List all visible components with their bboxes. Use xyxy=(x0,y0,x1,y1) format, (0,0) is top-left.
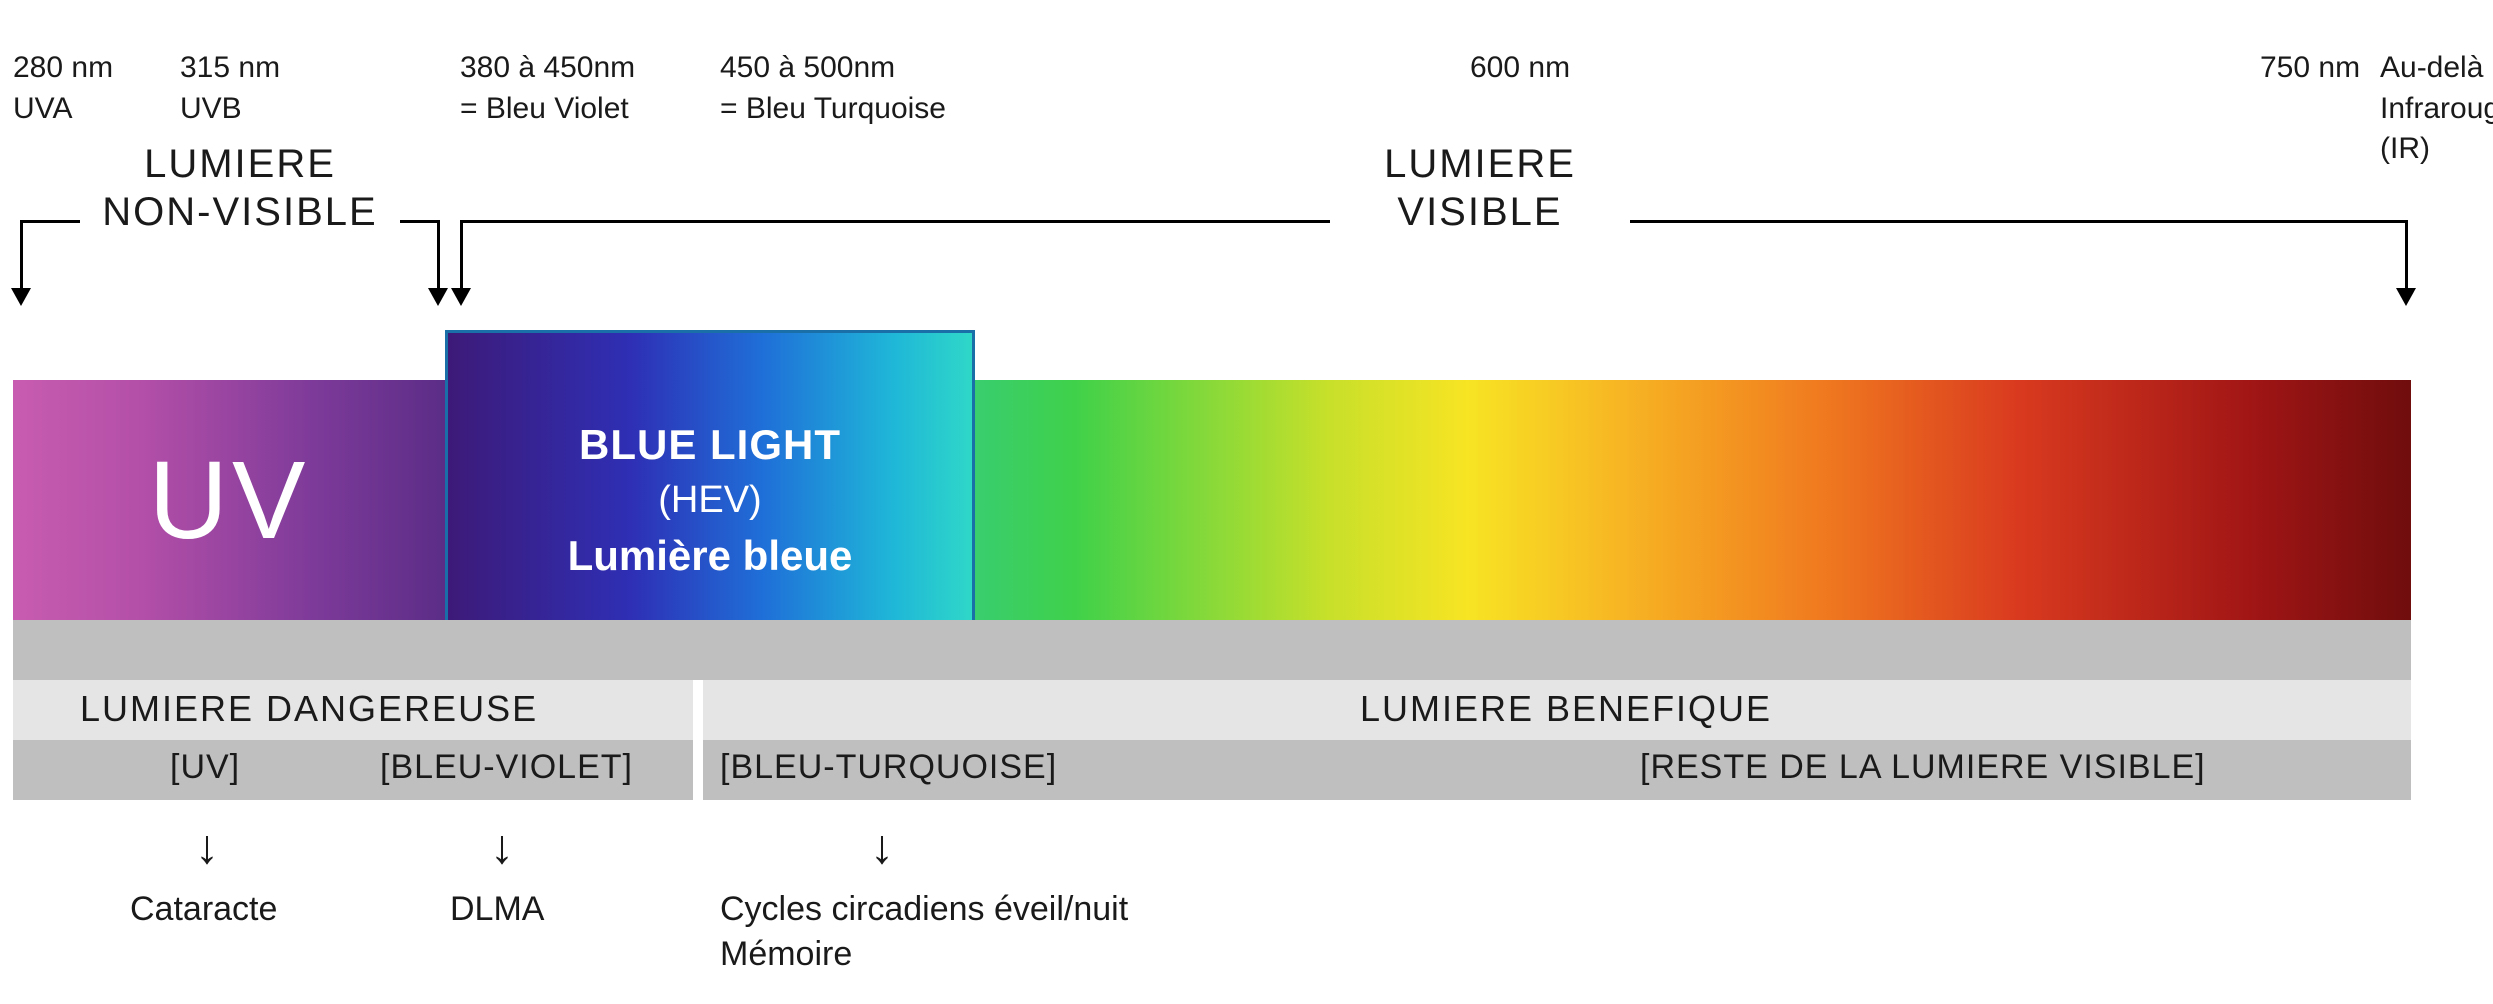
wl-280: 280 nm xyxy=(13,48,113,89)
blue-l1: BLUE LIGHT xyxy=(579,421,841,469)
bracket-nv-left xyxy=(20,220,80,223)
subcat-bt: [BLEU-TURQUOISE] xyxy=(720,748,1057,787)
wl-bv-name: = Bleu Violet xyxy=(460,89,635,130)
grey-strip-1 xyxy=(13,620,2411,680)
divider-danger-benef xyxy=(693,680,703,800)
bracket-nv-right xyxy=(400,220,440,223)
subcat-uv: [UV] xyxy=(170,748,240,787)
blue-l3: Lumière bleue xyxy=(568,532,853,580)
effect-dlma: DLMA xyxy=(450,890,544,929)
arrow-effect-dlma: ↓ xyxy=(490,820,514,875)
label-315nm: 315 nm UVB xyxy=(180,48,280,129)
range-non-visible: LUMIERE NON-VISIBLE xyxy=(80,140,400,236)
spectrum: UV BLUE LIGHT (HEV) Lumière bleue xyxy=(13,380,2411,620)
arrow-effect-cataracte: ↓ xyxy=(195,820,219,875)
bracket-v-vl xyxy=(460,220,463,290)
title-beneficial: LUMIERE BENEFIQUE xyxy=(1360,688,1772,730)
effect-circ1: Cycles circadiens éveil/nuit xyxy=(720,890,1128,929)
label-bleu-violet: 380 à 450nm = Bleu Violet xyxy=(460,48,635,129)
ir-l1: Au-delà : xyxy=(2380,48,2493,89)
uv-band-label: UV xyxy=(149,437,310,564)
subcat-rest: [RESTE DE LA LUMIERE VISIBLE] xyxy=(1640,748,2206,787)
label-bleu-turquoise: 450 à 500nm = Bleu Turquoise xyxy=(720,48,946,129)
bracket-nv-vl xyxy=(20,220,23,290)
title-dangerous: LUMIERE DANGEREUSE xyxy=(80,688,538,730)
label-280nm: 280 nm UVA xyxy=(13,48,113,129)
effect-cataracte: Cataracte xyxy=(130,890,277,929)
range-visible: LUMIERE VISIBLE xyxy=(1330,140,1630,236)
wl-uvb: UVB xyxy=(180,89,280,130)
arrow-v-right xyxy=(2396,288,2416,306)
bracket-v-left xyxy=(460,220,1330,223)
v-l1: LUMIERE xyxy=(1330,140,1630,188)
label-infrarouge: Au-delà : Infrarouge (IR) xyxy=(2380,48,2493,170)
subcat-bv: [BLEU-VIOLET] xyxy=(380,748,633,787)
wl-315: 315 nm xyxy=(180,48,280,89)
ir-l3: (IR) xyxy=(2380,129,2493,170)
label-600nm: 600 nm xyxy=(1470,48,1570,89)
wl-uva: UVA xyxy=(13,89,113,130)
blue-l2: (HEV) xyxy=(658,479,761,522)
bracket-v-vr xyxy=(2405,220,2408,290)
bracket-nv-vr xyxy=(437,220,440,290)
label-750nm: 750 nm xyxy=(2260,48,2360,89)
ir-l2: Infrarouge xyxy=(2380,89,2493,130)
wl-380-450: 380 à 450nm xyxy=(460,48,635,89)
v-l2: VISIBLE xyxy=(1330,188,1630,236)
arrow-nv-right xyxy=(428,288,448,306)
wl-450-500: 450 à 500nm xyxy=(720,48,946,89)
wl-750: 750 nm xyxy=(2260,48,2360,89)
arrow-effect-circadien: ↓ xyxy=(870,820,894,875)
effect-circ2: Mémoire xyxy=(720,935,852,974)
uv-band: UV xyxy=(13,380,445,620)
wl-bt-name: = Bleu Turquoise xyxy=(720,89,946,130)
nv-l2: NON-VISIBLE xyxy=(80,188,400,236)
bracket-v-right xyxy=(1630,220,2408,223)
wl-600: 600 nm xyxy=(1470,48,1570,89)
arrow-nv-left xyxy=(11,288,31,306)
arrow-v-left xyxy=(451,288,471,306)
nv-l1: LUMIERE xyxy=(80,140,400,188)
blue-light-box: BLUE LIGHT (HEV) Lumière bleue xyxy=(445,330,975,670)
